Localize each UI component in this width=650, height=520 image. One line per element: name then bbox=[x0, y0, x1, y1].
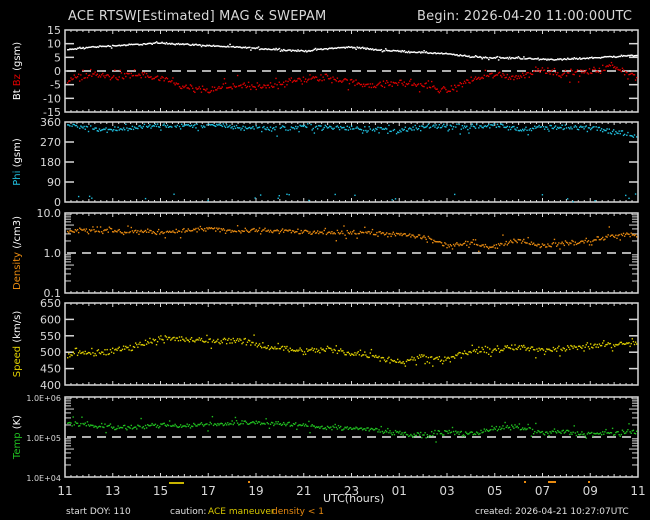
y-tick-label: 5 bbox=[54, 51, 61, 64]
y-tick-label: 1.0E+04 bbox=[26, 474, 61, 483]
density-marker bbox=[524, 481, 526, 483]
y-tick-label: -15 bbox=[43, 106, 61, 119]
y-tick-label: 270 bbox=[40, 136, 61, 149]
x-tick-label: 17 bbox=[201, 484, 216, 498]
y-tick-label: 180 bbox=[40, 156, 61, 169]
x-tick-label: 07 bbox=[535, 484, 550, 498]
y-tick-label: 550 bbox=[40, 330, 61, 343]
caution-ace-maneuver: ACE maneuver bbox=[208, 507, 275, 517]
y-tick-label: 450 bbox=[40, 363, 61, 376]
y-tick-label: 0.1 bbox=[44, 287, 62, 300]
y-tick-label: 0 bbox=[54, 65, 61, 78]
x-tick-label: 23 bbox=[344, 484, 359, 498]
panel-speed: 650 600 550 500 450 400 Speed (km/s) bbox=[12, 297, 639, 392]
series-phi bbox=[67, 123, 638, 203]
series-density bbox=[67, 225, 638, 253]
caution-label: caution: bbox=[170, 507, 207, 517]
y-tick-label: -10 bbox=[43, 92, 61, 105]
density-marker bbox=[548, 481, 556, 483]
y-axis-label-density: Density (/cm3) bbox=[12, 216, 23, 290]
y-tick-label: 1.0E+06 bbox=[26, 394, 61, 403]
begin-time: Begin: 2026-04-20 11:00:00UTC bbox=[417, 9, 633, 24]
x-tick-label: 09 bbox=[583, 484, 598, 498]
density-marker bbox=[248, 481, 250, 483]
y-tick-label: -5 bbox=[50, 79, 61, 92]
y-tick-label: 600 bbox=[40, 313, 61, 326]
y-tick-label: 90 bbox=[47, 176, 61, 189]
start-doy: start DOY: 110 bbox=[66, 507, 131, 517]
panel-phi: 360 270 180 90 0 Phi (gsm) bbox=[12, 116, 639, 209]
x-tick-label: 05 bbox=[487, 484, 502, 498]
density-marker bbox=[588, 481, 590, 483]
series-bz bbox=[67, 61, 638, 94]
x-tick-label: 03 bbox=[439, 484, 454, 498]
y-tick-label: 400 bbox=[40, 379, 61, 392]
x-tick-label: 15 bbox=[153, 484, 168, 498]
maneuver-marker bbox=[169, 482, 184, 484]
y-tick-label: 360 bbox=[40, 116, 61, 129]
x-tick-label: 11 bbox=[57, 484, 72, 498]
y-axis-label-mag: Bt Bz (gsm) bbox=[12, 42, 23, 100]
y-tick-label: 500 bbox=[40, 346, 61, 359]
created-time: created: 2026-04-21 10:27:07UTC bbox=[475, 507, 629, 517]
y-tick-label: 15 bbox=[47, 24, 61, 37]
series-speed bbox=[67, 334, 638, 367]
panel-density: 10.0 1.0 0.1 Density (/cm3) bbox=[12, 207, 639, 300]
chart-title: ACE RTSW[Estimated] MAG & SWEPAM bbox=[68, 9, 327, 24]
y-tick-label: 10 bbox=[47, 38, 61, 51]
y-tick-label: 1.0 bbox=[44, 247, 62, 260]
series-temp bbox=[67, 415, 638, 443]
x-tick-label: 13 bbox=[105, 484, 120, 498]
x-axis-label: UTC(hours) bbox=[323, 492, 385, 505]
x-tick-label: 11 bbox=[630, 484, 645, 498]
y-tick-label: 650 bbox=[40, 297, 61, 310]
y-tick-label: 1.0E+05 bbox=[26, 434, 61, 443]
series-bt bbox=[67, 41, 638, 61]
y-axis-label-phi: Phi (gsm) bbox=[12, 138, 23, 186]
panel-temp: 1.0E+06 1.0E+05 1.0E+04 Temp (K) bbox=[12, 394, 639, 483]
caution-density: density < 1 bbox=[272, 507, 324, 517]
y-axis-label-temp: Temp (K) bbox=[12, 415, 23, 460]
y-tick-label: 0 bbox=[54, 196, 61, 209]
x-tick-label: 19 bbox=[248, 484, 263, 498]
x-tick-label: 21 bbox=[296, 484, 311, 498]
x-tick-label: 01 bbox=[392, 484, 407, 498]
y-tick-label: 10.0 bbox=[37, 207, 62, 220]
y-axis-label-speed: Speed (km/s) bbox=[12, 311, 23, 378]
